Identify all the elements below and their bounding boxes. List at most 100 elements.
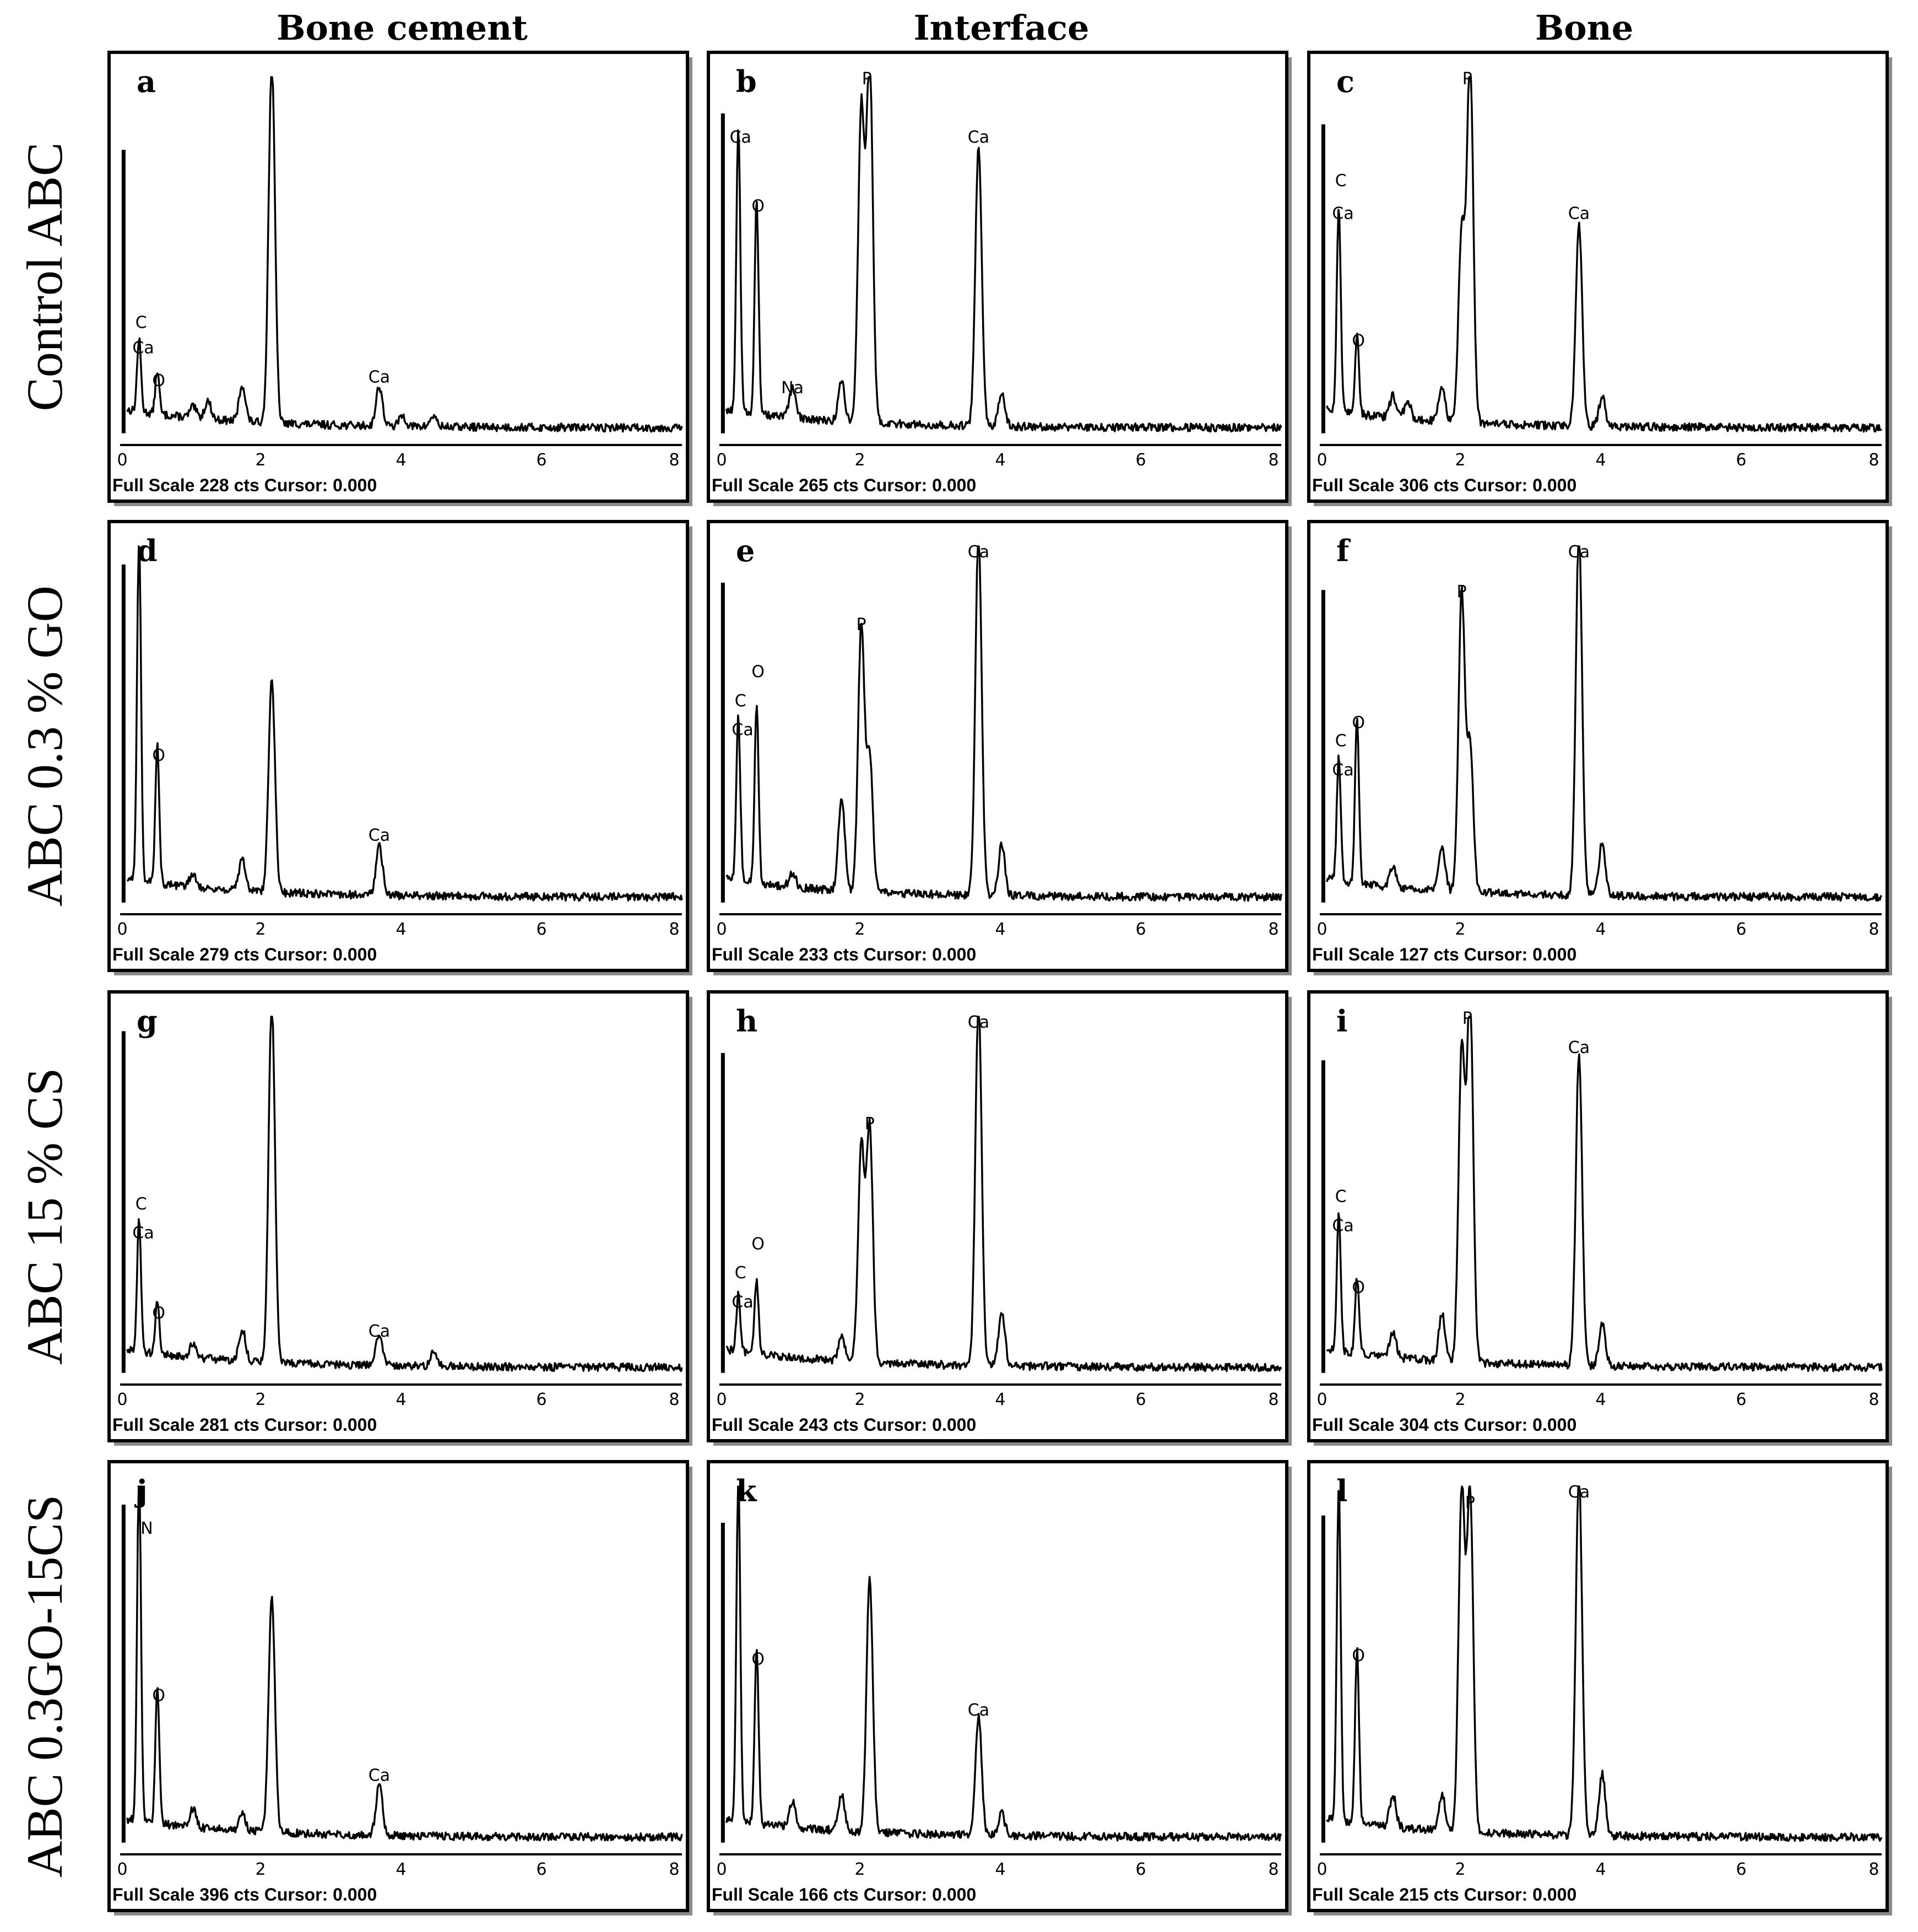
x-tick-label: 6: [1736, 1860, 1746, 1879]
peak-label-n: N: [140, 1519, 153, 1538]
x-tick-label: 8: [1868, 1860, 1879, 1879]
peak-label-o: O: [751, 663, 765, 682]
spectrum-line-e: [725, 545, 1282, 902]
x-tick-label: 0: [1316, 920, 1327, 939]
x-tick-label: 6: [536, 1860, 546, 1879]
panel-background: [1309, 522, 1887, 970]
peak-label-p: P: [1457, 582, 1467, 601]
peak-label-ca: Ca: [1568, 204, 1590, 223]
panel-background: [109, 522, 687, 970]
peak-label-ca: Ca: [968, 1013, 989, 1032]
peak-label-o: O: [1352, 331, 1365, 350]
x-tick-label: 8: [669, 1390, 679, 1409]
spectrum-line-d: [126, 545, 683, 902]
x-tick-label: 0: [716, 920, 727, 939]
peak-label-na: Na: [781, 378, 804, 398]
panel-frame: [1307, 51, 1889, 503]
spectrum-panel-f: f 0 2 4 6 8 C Ca O P Ca Full Scale 127 cts Cursor: …: [1307, 520, 1892, 975]
peak-label-ca: Ca: [1568, 1483, 1590, 1502]
x-tick-label: 0: [1316, 1390, 1327, 1409]
x-tick-label: 4: [1595, 920, 1606, 939]
x-tick-label: 6: [536, 1390, 546, 1409]
x-tick-label: 2: [255, 1860, 266, 1879]
x-tick-label: 6: [1736, 451, 1746, 470]
x-tick-label: 8: [1268, 920, 1278, 939]
x-tick-label: 4: [995, 1860, 1005, 1879]
row-header: ABC 0.3 % GO: [17, 585, 73, 907]
spectrum-line-l: [1326, 1485, 1883, 1842]
x-tick-label: 2: [854, 920, 865, 939]
panel-letter: i: [1336, 1003, 1348, 1039]
x-tick-label: 0: [117, 920, 127, 939]
full-scale-readout: Full Scale 304 cts Cursor: 0.000: [1312, 1415, 1576, 1435]
panel-background: [708, 1462, 1287, 1911]
panel-frame: [1307, 990, 1889, 1442]
spectrum-line-h: [725, 1016, 1282, 1372]
peak-label-o: O: [152, 1686, 165, 1705]
panel-background: [1309, 992, 1887, 1441]
x-tick-label: 2: [1455, 1390, 1465, 1409]
panel-letter: c: [1336, 64, 1354, 99]
x-tick-label: 0: [716, 451, 727, 470]
x-tick-label: 8: [1868, 920, 1879, 939]
peak-label-ca: Ca: [1568, 542, 1590, 562]
x-tick-label: 0: [117, 451, 127, 470]
spectrum-line-k: [725, 1485, 1282, 1842]
peak-label-o: O: [152, 1304, 165, 1323]
peak-label-ca: Ca: [1332, 1216, 1353, 1235]
spectrum-line-f: [1326, 545, 1883, 902]
panel-frame: [107, 520, 689, 972]
peak-label-ca: Ca: [369, 367, 390, 387]
spectrum-line-j: [126, 1485, 683, 1842]
x-tick-label: 6: [536, 451, 546, 470]
peak-label-o: O: [751, 1649, 765, 1669]
full-scale-readout: Full Scale 396 cts Cursor: 0.000: [112, 1885, 377, 1904]
x-tick-label: 2: [854, 1860, 865, 1879]
x-tick-label: 4: [395, 1390, 406, 1409]
panel-frame: [1307, 520, 1889, 972]
x-tick-label: 6: [1135, 451, 1146, 470]
peak-label-ca: Ca: [732, 1293, 753, 1312]
x-tick-label: 4: [995, 451, 1005, 470]
column-header: Bone: [1535, 8, 1633, 48]
panel-frame: [107, 51, 689, 503]
x-tick-label: 4: [395, 1860, 406, 1879]
full-scale-readout: Full Scale 215 cts Cursor: 0.000: [1312, 1885, 1576, 1904]
panel-frame: [1307, 1460, 1889, 1912]
column-header: Bone cement: [277, 8, 528, 48]
x-tick-label: 0: [716, 1860, 727, 1879]
spectrum-panel-h: h 0 2 4 6 8 C Ca O P Ca Full Scale 243 cts Cursor: …: [707, 990, 1292, 1446]
peak-label-ca: Ca: [369, 826, 390, 845]
row-header: Control ABC: [17, 142, 73, 411]
x-tick-label: 0: [117, 1860, 127, 1879]
full-scale-readout: Full Scale 243 cts Cursor: 0.000: [712, 1415, 976, 1435]
peak-label-o: O: [152, 371, 165, 390]
x-tick-label: 2: [255, 1390, 266, 1409]
full-scale-readout: Full Scale 228 cts Cursor: 0.000: [112, 475, 377, 495]
x-tick-label: 8: [669, 451, 679, 470]
x-tick-label: 0: [1316, 451, 1327, 470]
peak-label-o: O: [751, 1234, 765, 1253]
x-tick-label: 2: [1455, 1860, 1465, 1879]
panel-frame: [107, 1460, 689, 1912]
panel-letter: g: [137, 1003, 158, 1039]
spectrum-panel-c: c 0 2 4 6 8 C Ca O P Ca Full Scale 306 cts Cursor: …: [1307, 51, 1892, 506]
x-tick-label: 4: [395, 451, 406, 470]
peak-label-ca: Ca: [1332, 204, 1353, 223]
x-tick-label: 0: [1316, 1860, 1327, 1879]
panel-frame: [707, 1460, 1288, 1912]
spectrum-panel-a: a 0 2 4 6 8 C Ca O Ca Full Scale 228 cts Cursor: 0…: [107, 51, 692, 506]
peak-label-p: P: [865, 1115, 875, 1134]
spectrum-panels: a 0 2 4 6 8 C Ca O Ca Full Scale 228 cts Cursor: 0…: [107, 51, 1892, 1915]
panel-background: [708, 522, 1287, 970]
spectrum-line-i: [1326, 1016, 1883, 1372]
row-headers: Control ABC ABC 0.3 % GO ABC 15 % CS ABC 0.…: [17, 142, 73, 1877]
x-tick-label: 6: [1135, 1390, 1146, 1409]
x-tick-label: 4: [1595, 1390, 1606, 1409]
peak-label-ca: Ca: [369, 1766, 390, 1786]
panel-letter: a: [137, 64, 156, 99]
